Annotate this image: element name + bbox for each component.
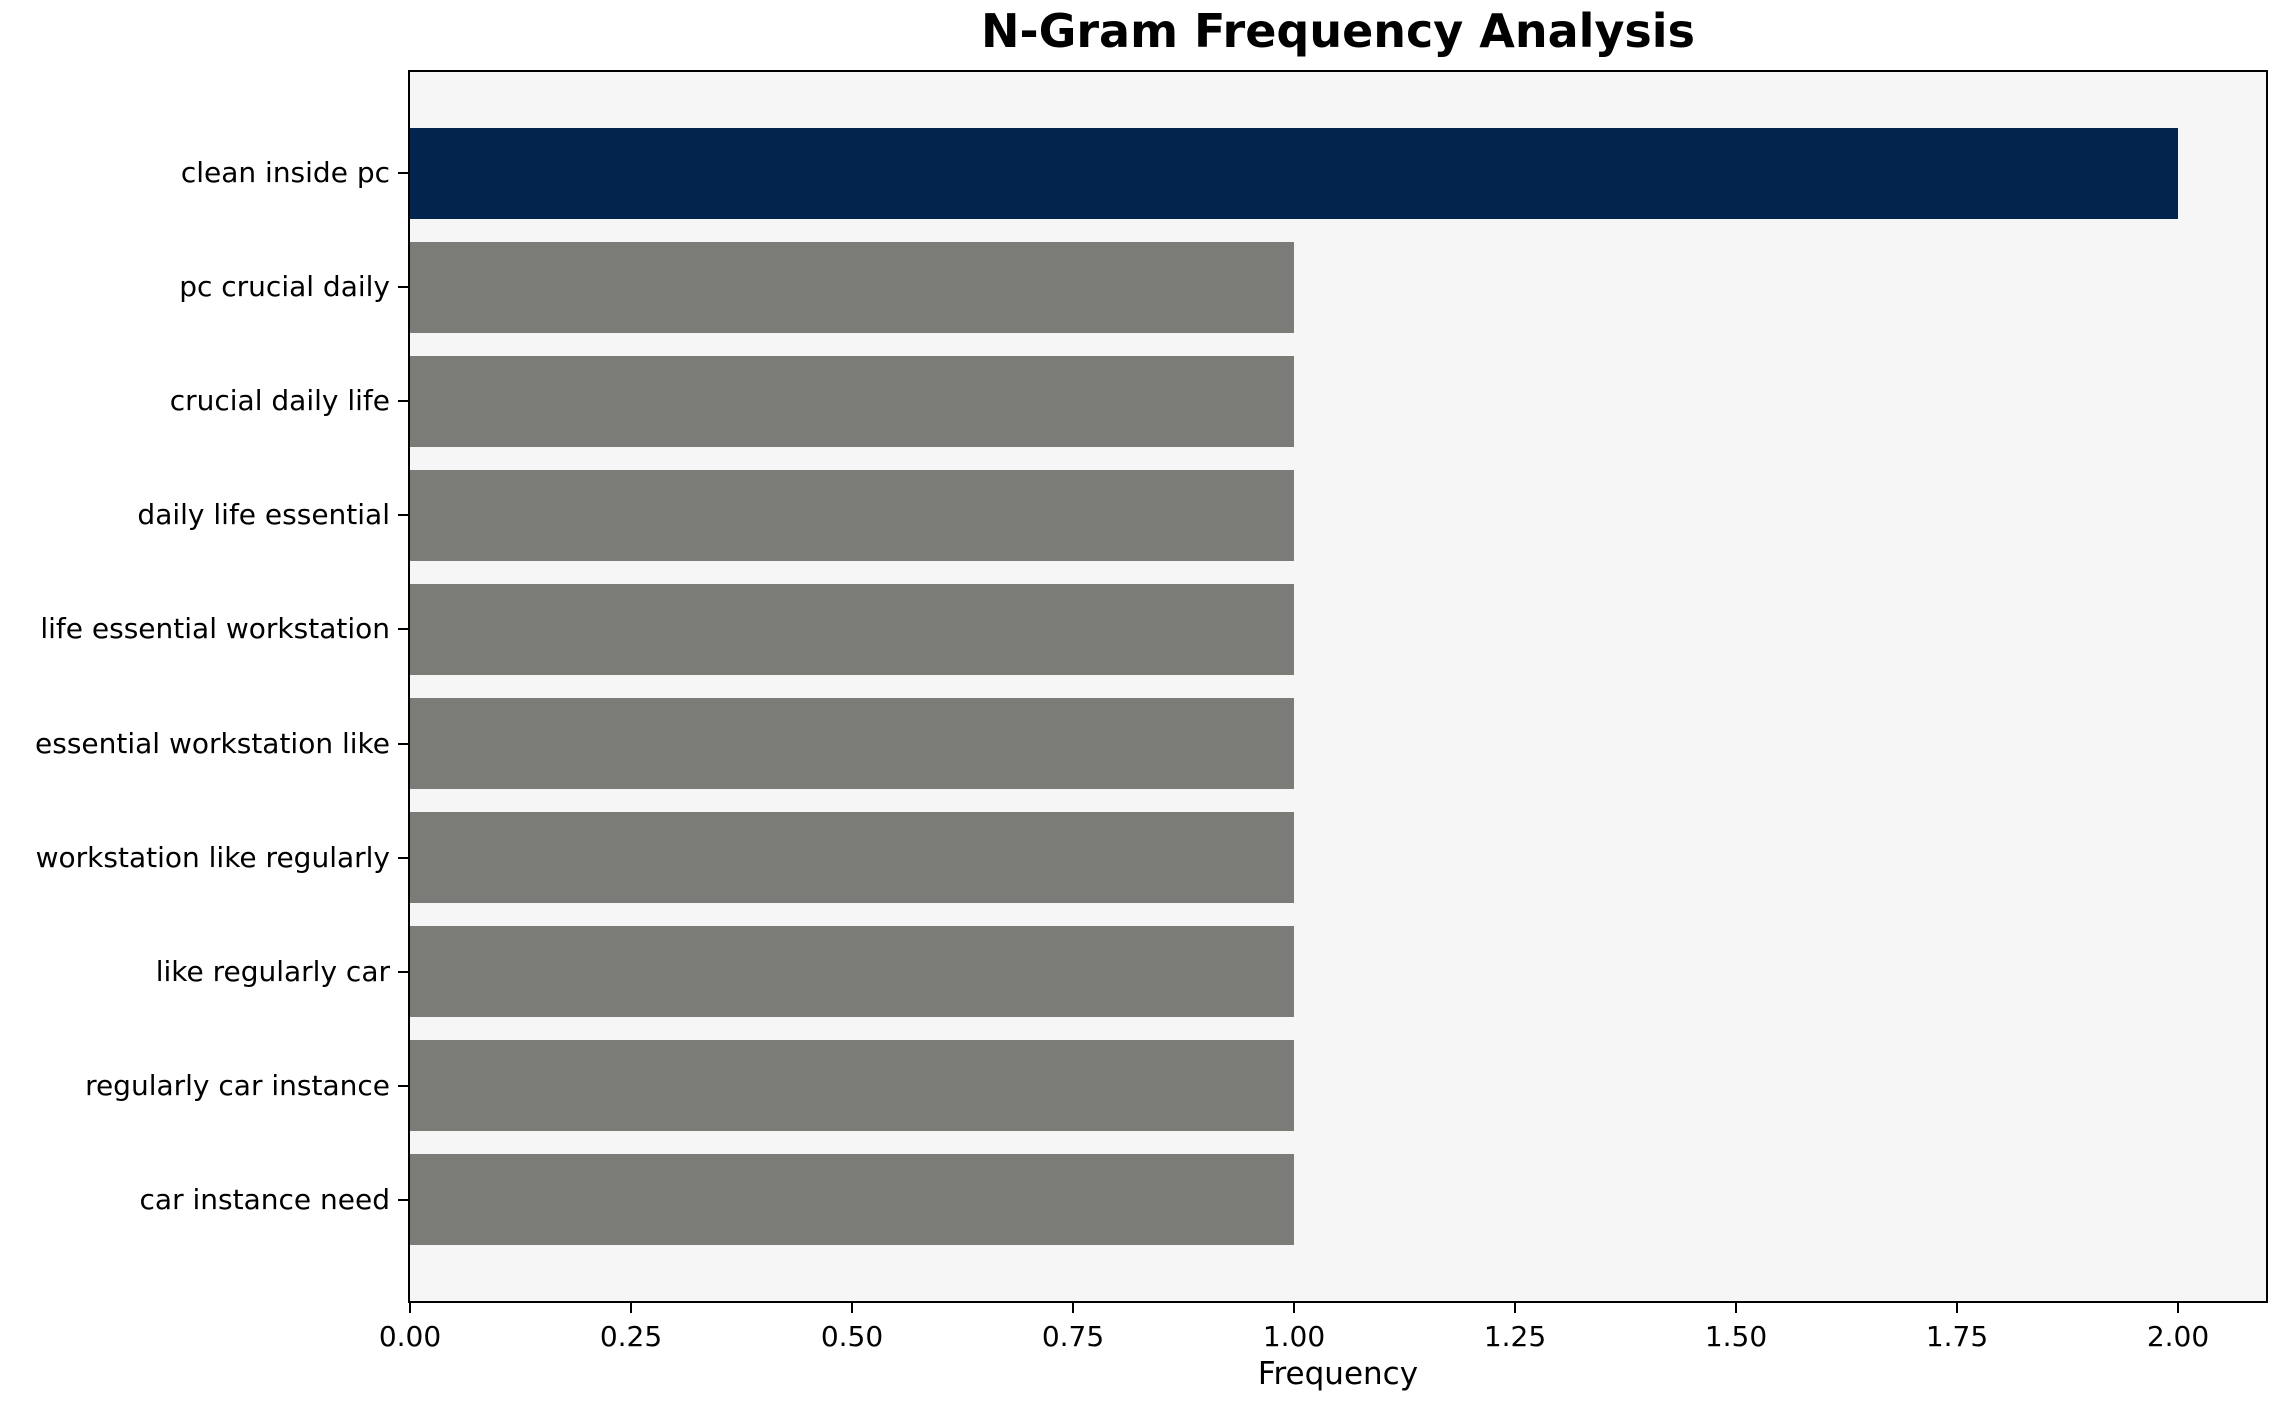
y-tick-mark <box>398 628 408 630</box>
x-tick-label: 0.50 <box>820 1320 884 1353</box>
x-tick-mark <box>1956 1303 1958 1313</box>
x-tick-label: 1.00 <box>1262 1320 1326 1353</box>
x-tick-mark <box>851 1303 853 1313</box>
bar <box>410 242 1294 333</box>
x-tick-mark <box>1293 1303 1295 1313</box>
x-tick-label: 0.25 <box>599 1320 663 1353</box>
bar <box>410 1154 1294 1245</box>
x-tick-mark <box>1514 1303 1516 1313</box>
x-axis-title: Frequency <box>1257 1356 1419 1392</box>
x-tick-mark <box>409 1303 411 1313</box>
plot-area <box>408 70 2268 1303</box>
bar <box>410 698 1294 789</box>
x-tick-label: 0.75 <box>1041 1320 1105 1353</box>
x-tick-mark <box>1735 1303 1737 1313</box>
y-tick-label: essential workstation like <box>35 727 390 760</box>
y-tick-mark <box>398 172 408 174</box>
y-tick-mark <box>398 400 408 402</box>
bar <box>410 1040 1294 1131</box>
y-tick-label: daily life essential <box>137 498 390 531</box>
bar <box>410 128 2178 219</box>
y-tick-mark <box>398 1085 408 1087</box>
x-tick-label: 1.75 <box>1925 1320 1989 1353</box>
y-tick-mark <box>398 286 408 288</box>
y-tick-label: pc crucial daily <box>179 270 390 303</box>
y-tick-label: workstation like regularly <box>35 841 390 874</box>
x-tick-label: 1.25 <box>1483 1320 1547 1353</box>
chart-title: N-Gram Frequency Analysis <box>981 4 1695 58</box>
bar <box>410 470 1294 561</box>
x-tick-label: 0.00 <box>378 1320 442 1353</box>
bar <box>410 926 1294 1017</box>
bar <box>410 812 1294 903</box>
bar <box>410 584 1294 675</box>
y-tick-label: car instance need <box>139 1183 390 1216</box>
bar <box>410 356 1294 447</box>
y-tick-label: like regularly car <box>155 955 390 988</box>
y-tick-label: crucial daily life <box>169 384 390 417</box>
y-tick-label: clean inside pc <box>180 156 390 189</box>
y-tick-mark <box>398 857 408 859</box>
y-tick-mark <box>398 971 408 973</box>
y-tick-label: life essential workstation <box>40 612 390 645</box>
y-tick-mark <box>398 514 408 516</box>
x-tick-label: 1.50 <box>1704 1320 1768 1353</box>
y-tick-mark <box>398 743 408 745</box>
y-tick-label: regularly car instance <box>85 1069 390 1102</box>
x-tick-mark <box>1072 1303 1074 1313</box>
x-tick-label: 2.00 <box>2146 1320 2210 1353</box>
y-tick-mark <box>398 1199 408 1201</box>
x-tick-mark <box>630 1303 632 1313</box>
x-tick-mark <box>2177 1303 2179 1313</box>
